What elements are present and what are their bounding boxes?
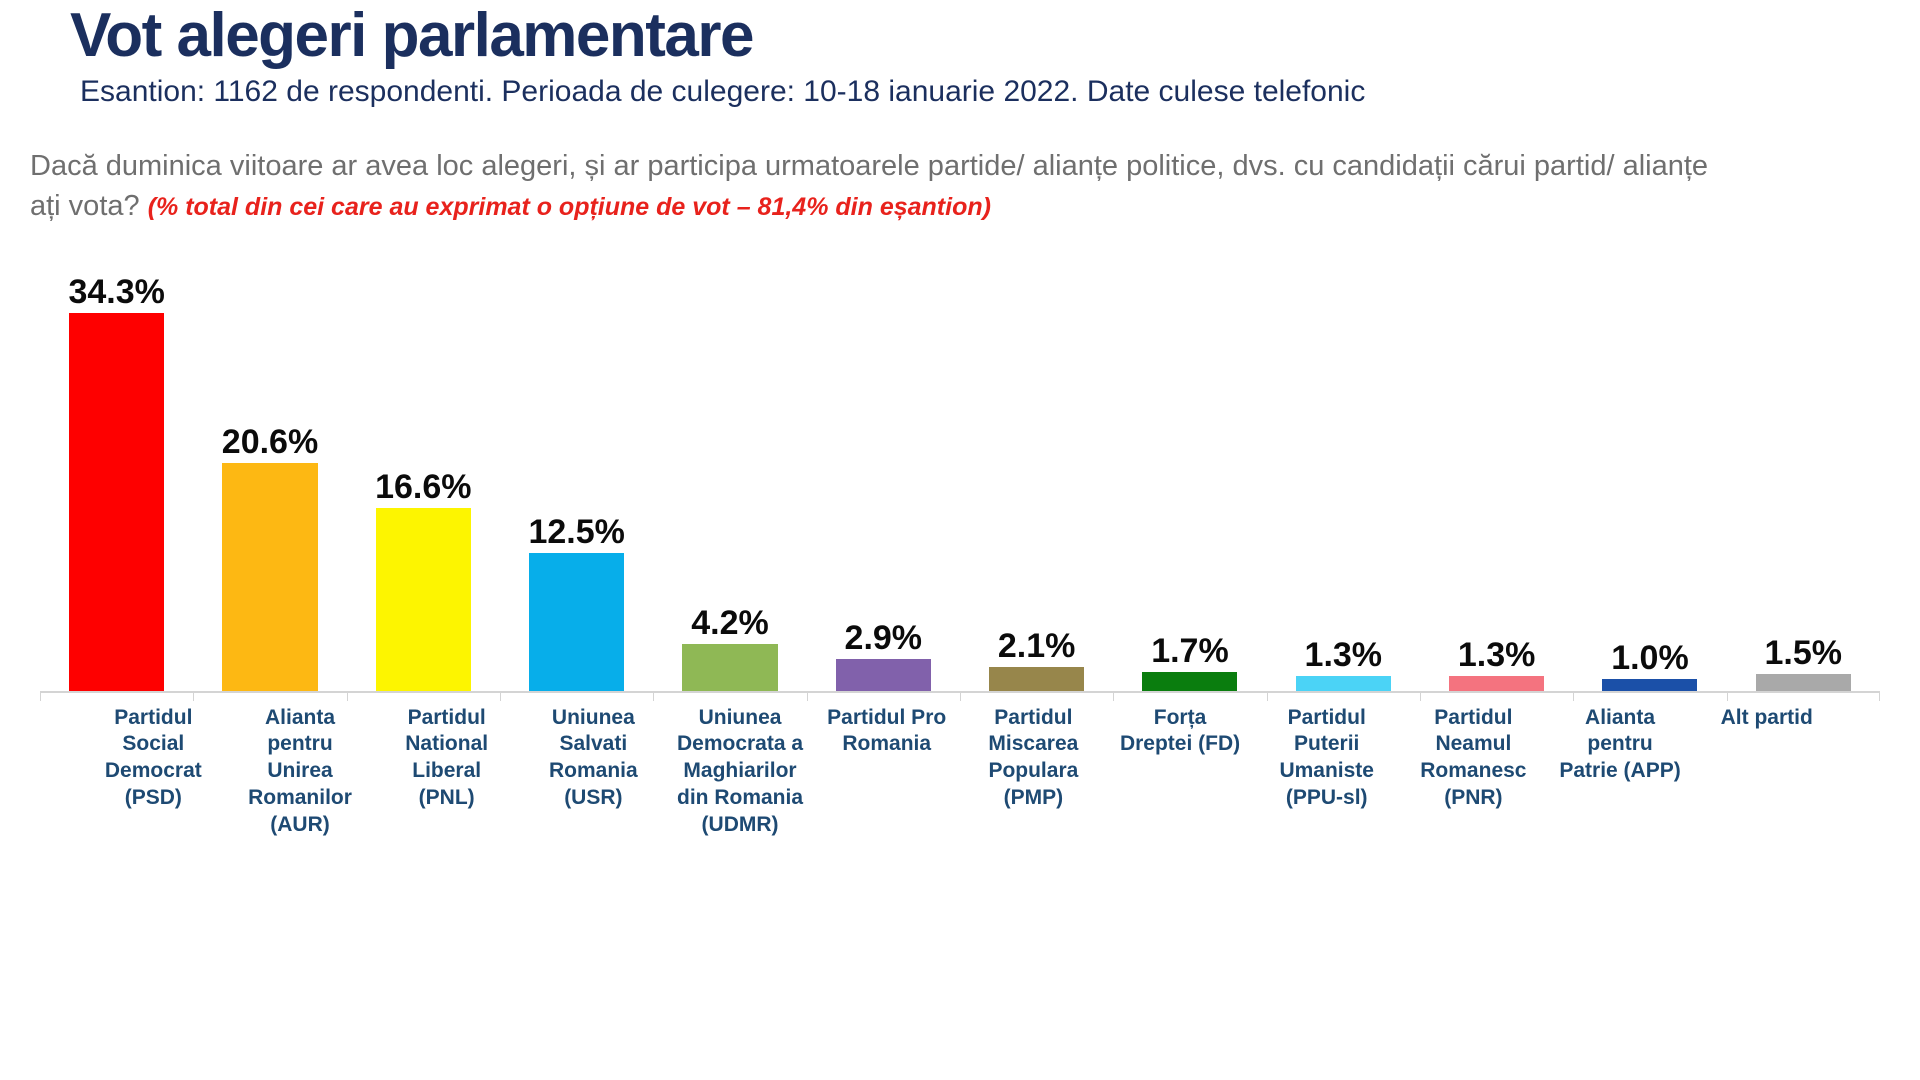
category-label-line: (PNR) [1444, 786, 1503, 810]
bar-rect[interactable] [1602, 679, 1698, 691]
category-label-line: Romania [842, 732, 932, 756]
bar-rect[interactable] [682, 644, 778, 691]
bar-rect[interactable] [375, 507, 471, 691]
category-axis: Partidul Social Democrat (PSD) Alianta pentru… [40, 693, 1880, 839]
category-label-line: Romanesc [1420, 759, 1527, 783]
category-label-line: Forța [1153, 705, 1207, 729]
category-label-line: (UDMR) [701, 813, 779, 836]
plot-area: 34.3% 20.6% 16.6% 12.5% 4.2% 2.9% 2.1% 1.7% 1.3%… [40, 261, 1881, 701]
bar-slot: 1.0% [1573, 261, 1726, 701]
bar-value-label: 12.5% [528, 512, 625, 551]
bar-slot: 1.3% [1419, 261, 1573, 701]
category-label-line: Dreptei (FD) [1119, 732, 1241, 756]
bar-value-label: 2.9% [844, 618, 923, 657]
question-block: Dacă duminica viitoare ar avea loc alege… [30, 146, 1730, 226]
category-label-line: Partidul [1434, 705, 1513, 729]
category-label-line: Partidul Pro [827, 705, 947, 729]
category-label-line: Democrat [104, 759, 202, 783]
bar-slot: 1.3% [1266, 261, 1420, 701]
bar-rect[interactable] [1449, 676, 1545, 691]
category-label: Uniunea Democrata a Maghiarilor din Romania… [667, 705, 814, 839]
category-label-line: Social [122, 732, 185, 756]
bar-rect[interactable] [222, 463, 318, 691]
bar-value-label: 1.3% [1457, 636, 1536, 675]
category-label: Partidul Social Democrat (PSD) [80, 705, 227, 839]
bar-slot: 16.6% [346, 261, 500, 701]
category-label-line: Romanilor [248, 786, 352, 810]
bar-value-label: 2.1% [997, 627, 1076, 666]
category-label-line: Alianta [265, 705, 336, 729]
bar-slot: 2.9% [806, 261, 960, 701]
bar-rect[interactable] [1295, 676, 1391, 691]
category-label-line: (PSD) [124, 786, 182, 810]
bar-slot: 34.3% [40, 261, 193, 701]
category-label-line: pentru [1587, 732, 1653, 756]
category-label-line: Salvati [559, 732, 628, 756]
question-note: (% total din cei care au exprimat o opți… [147, 193, 991, 222]
bar-rect[interactable] [69, 312, 165, 691]
bar-slot: 2.1% [959, 261, 1113, 701]
category-label: Partidul Pro Romania [813, 705, 960, 839]
category-label-line: Partidul [407, 705, 486, 729]
category-label: Forța Dreptei (FD) [1107, 705, 1254, 839]
bar-value-label: 4.2% [691, 604, 769, 643]
bar-slot: 1.7% [1113, 261, 1266, 701]
question-text: Dacă duminica viitoare ar avea loc alege… [30, 150, 1709, 223]
category-label: Alianta pentru Patrie (APP) [1547, 705, 1694, 839]
category-label: Partidul Neamul Romanesc (PNR) [1400, 705, 1547, 839]
page-title: Vot alegeri parlamentare [70, 1, 755, 70]
chart-header: Vot alegeri parlamentare Esantion: 1162 … [0, 0, 1920, 110]
bar-slot: 1.5% [1726, 261, 1881, 701]
category-label-line: Alianta [1585, 705, 1656, 729]
category-label-line: Romania [549, 759, 638, 783]
bar-value-label: 1.3% [1304, 636, 1383, 675]
category-label-line: Miscarea [988, 732, 1079, 756]
bar-value-label: 1.0% [1611, 639, 1689, 678]
category-label-line: Partidul [994, 705, 1073, 729]
category-label-line: Umaniste [1279, 759, 1374, 783]
bar-value-label: 20.6% [221, 423, 319, 462]
category-label-line: (PNL) [418, 786, 475, 810]
category-label-line: din Romania [677, 786, 804, 810]
category-label-line: Neamul [1435, 732, 1512, 756]
bar-rect[interactable] [835, 658, 931, 691]
bar-slot: 4.2% [653, 261, 806, 701]
category-label: Partidul Puterii Umaniste (PPU-sl) [1253, 705, 1400, 839]
category-label-line: Patrie (APP) [1559, 759, 1681, 783]
category-label-line: (PMP) [1003, 786, 1064, 810]
category-label-line: Populara [988, 759, 1079, 783]
category-label-line: National [405, 732, 489, 756]
chart-subtitle: Esantion: 1162 de respondenti. Perioada … [80, 75, 1366, 109]
category-label-line: Partidul [1287, 705, 1366, 729]
category-label-line: Democrata a [676, 732, 804, 756]
category-label-line: pentru [267, 732, 333, 756]
category-label-line: (USR) [564, 786, 623, 810]
category-label-line: Maghiarilor [683, 759, 797, 783]
bar-slot: 20.6% [193, 261, 346, 701]
category-label-line: Liberal [412, 759, 482, 783]
category-label-line: Alt partid [1720, 705, 1813, 729]
bar-value-label: 34.3% [68, 272, 165, 311]
bar-rect[interactable] [1142, 671, 1238, 691]
bar-value-label: 16.6% [375, 467, 472, 506]
category-label-line: Puterii [1294, 732, 1360, 756]
category-label-line: Uniunea [551, 705, 635, 729]
category-label-line: (AUR) [270, 813, 330, 836]
category-label-line: (PPU-sl) [1285, 786, 1368, 810]
category-label-line: Uniunea [698, 705, 782, 729]
bar-rect[interactable] [1755, 673, 1851, 691]
category-label: Uniunea Salvati Romania (USR) [520, 705, 667, 839]
category-label: Alt partid [1693, 705, 1840, 839]
bar-rect[interactable] [989, 667, 1085, 691]
bar-slot: 12.5% [499, 261, 653, 701]
category-label: Alianta pentru Unirea Romanilor (AUR) [227, 705, 374, 839]
category-label: Partidul National Liberal (PNL) [373, 705, 520, 839]
category-label-line: Unirea [267, 759, 333, 783]
bar-rect[interactable] [529, 552, 625, 691]
category-label-line: Partidul [114, 705, 193, 729]
bar-value-label: 1.5% [1764, 633, 1843, 672]
bar-value-label: 1.7% [1151, 631, 1229, 670]
category-label: Partidul Miscarea Populara (PMP) [960, 705, 1107, 839]
bar-chart: 34.3% 20.6% 16.6% 12.5% 4.2% 2.9% 2.1% 1.7% 1.3%… [0, 261, 1920, 861]
